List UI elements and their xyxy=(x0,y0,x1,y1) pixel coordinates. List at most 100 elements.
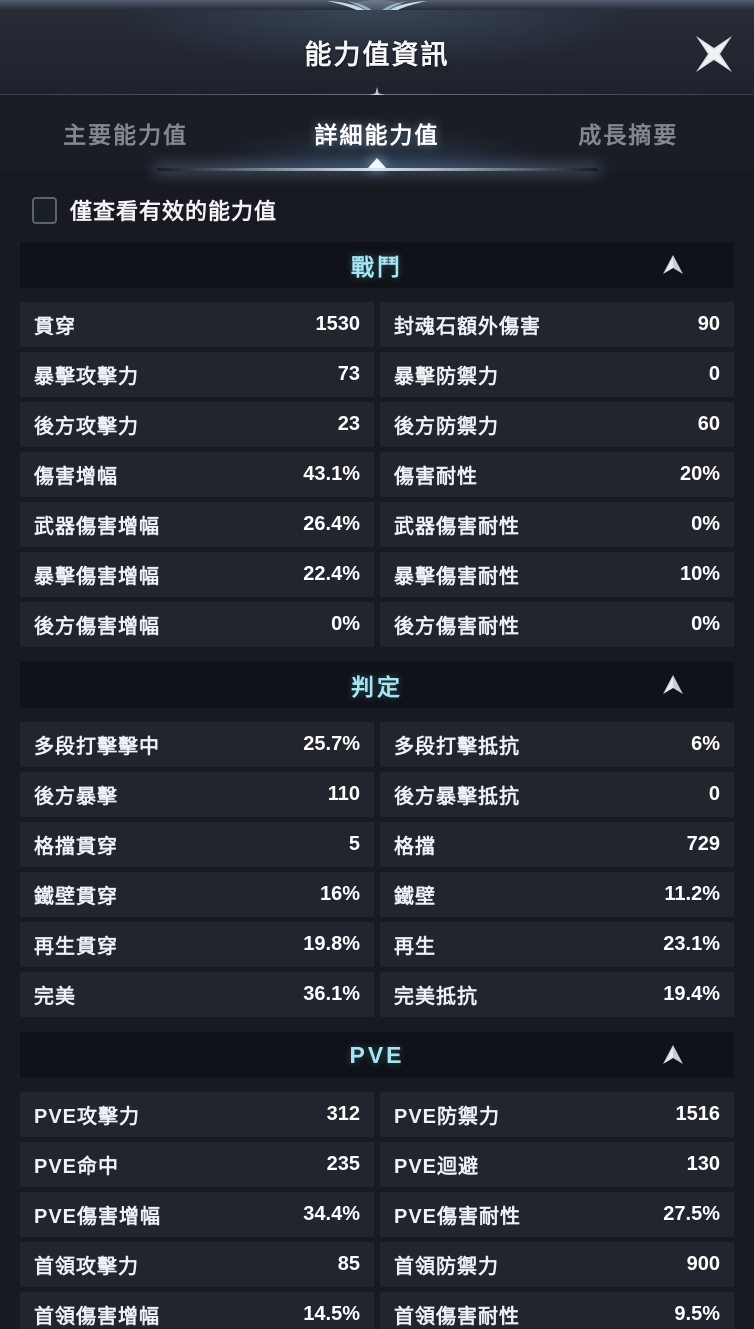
stat-cell: 再生貫穿 19.8% xyxy=(20,922,374,967)
stat-row: PVE傷害增幅 34.4% PVE傷害耐性 27.5% xyxy=(20,1192,734,1237)
stat-value: 43.1% xyxy=(303,463,360,485)
stat-cell: 傷害增幅 43.1% xyxy=(20,452,374,497)
stat-value: 312 xyxy=(326,1103,360,1125)
stat-value: 10% xyxy=(679,563,720,585)
stat-row: 多段打擊擊中 25.7% 多段打擊抵抗 6% xyxy=(20,722,734,767)
tab-main-stats[interactable]: 主要能力值 xyxy=(0,95,251,170)
stat-value: 11.2% xyxy=(664,883,720,905)
stat-label: PVE傷害增幅 xyxy=(34,1206,162,1228)
stat-cell: 後方暴擊抵抗 0 xyxy=(380,772,734,817)
stat-value: 16% xyxy=(319,883,360,905)
stat-label: 後方傷害耐性 xyxy=(394,616,520,638)
stat-label: 暴擊傷害增幅 xyxy=(34,566,160,588)
section-header[interactable]: 戰鬥 xyxy=(20,242,734,288)
stat-value: 1516 xyxy=(675,1103,721,1125)
stat-value: 14.5% xyxy=(303,1303,360,1325)
stat-cell: 完美抵抗 19.4% xyxy=(380,972,734,1017)
stat-value: 1530 xyxy=(315,313,361,335)
stat-cell: 後方防禦力 60 xyxy=(380,402,734,447)
stat-section: 判定多段打擊擊中 25.7% 多段打擊抵抗 6% 後方暴擊 110 後方暴擊抵抗 0 格擋貫穿 5… xyxy=(20,662,734,1022)
stat-row: 傷害增幅 43.1% 傷害耐性 20% xyxy=(20,452,734,497)
stat-label: 格擋 xyxy=(394,836,436,858)
stat-row: 貫穿 1530 封魂石額外傷害 90 xyxy=(20,302,734,347)
stat-row: 後方暴擊 110 後方暴擊抵抗 0 xyxy=(20,772,734,817)
close-button[interactable] xyxy=(694,34,734,74)
stat-cell: 多段打擊抵抗 6% xyxy=(380,722,734,767)
stat-cell: 暴擊攻擊力 73 xyxy=(20,352,374,397)
stat-value: 900 xyxy=(686,1253,720,1275)
stat-value: 9.5% xyxy=(674,1303,720,1325)
stat-label: 格擋貫穿 xyxy=(34,836,118,858)
stat-label: 完美 xyxy=(34,986,76,1008)
stat-cell: 暴擊傷害增幅 22.4% xyxy=(20,552,374,597)
arrow-up-icon xyxy=(663,675,683,694)
stat-label: 傷害耐性 xyxy=(394,466,478,488)
stat-value: 5 xyxy=(348,833,360,855)
stat-value: 27.5% xyxy=(663,1203,720,1225)
stat-label: 鐵壁 xyxy=(394,886,436,908)
stat-cell: 傷害耐性 20% xyxy=(380,452,734,497)
stat-row: 完美 36.1% 完美抵抗 19.4% xyxy=(20,972,734,1017)
stat-cell: 鐵壁 11.2% xyxy=(380,872,734,917)
stat-value: 90 xyxy=(697,313,720,335)
effective-stats-label: 僅查看有效的能力值 xyxy=(70,199,278,224)
stat-label: 首領防禦力 xyxy=(394,1256,499,1278)
stat-label: 再生貫穿 xyxy=(34,936,118,958)
stat-row: 暴擊攻擊力 73 暴擊防禦力 0 xyxy=(20,352,734,397)
close-icon xyxy=(696,36,732,72)
section-title: 判定 xyxy=(351,674,403,700)
stat-row: 鐵壁貫穿 16% 鐵壁 11.2% xyxy=(20,872,734,917)
stat-value: 6% xyxy=(691,733,720,755)
stat-cell: 後方傷害耐性 0% xyxy=(380,602,734,647)
stat-cell: 後方攻擊力 23 xyxy=(20,402,374,447)
stat-value: 130 xyxy=(686,1153,720,1175)
stat-value: 20% xyxy=(679,463,720,485)
stat-value: 0% xyxy=(691,613,720,635)
stat-label: 傷害增幅 xyxy=(34,466,118,488)
stat-cell: 暴擊傷害耐性 10% xyxy=(380,552,734,597)
stat-label: 首領攻擊力 xyxy=(34,1256,139,1278)
section-rows: 多段打擊擊中 25.7% 多段打擊抵抗 6% 後方暴擊 110 後方暴擊抵抗 0 格擋貫穿 5 格擋… xyxy=(20,722,734,1022)
stat-label: 暴擊傷害耐性 xyxy=(394,566,520,588)
stat-label: PVE防禦力 xyxy=(394,1106,501,1128)
stat-value: 235 xyxy=(326,1153,360,1175)
stat-cell: 再生 23.1% xyxy=(380,922,734,967)
stat-row: PVE命中 235 PVE迴避 130 xyxy=(20,1142,734,1187)
arrow-up-icon xyxy=(663,1045,683,1064)
stat-label: 首領傷害耐性 xyxy=(394,1306,520,1328)
stat-cell: 多段打擊擊中 25.7% xyxy=(20,722,374,767)
stat-value: 73 xyxy=(337,363,360,385)
stat-cell: 格擋 729 xyxy=(380,822,734,867)
section-header[interactable]: 判定 xyxy=(20,662,734,708)
section-header[interactable]: PVE xyxy=(20,1032,734,1078)
stat-label: 首領傷害增幅 xyxy=(34,1306,160,1328)
stat-row: 後方攻擊力 23 後方防禦力 60 xyxy=(20,402,734,447)
stat-value: 0% xyxy=(691,513,720,535)
stat-value: 25.7% xyxy=(303,733,360,755)
stat-value: 85 xyxy=(337,1253,360,1275)
stat-value: 22.4% xyxy=(303,563,360,585)
stat-value: 23.1% xyxy=(663,933,720,955)
stat-label: 後方暴擊 xyxy=(34,786,118,808)
stat-row: 武器傷害增幅 26.4% 武器傷害耐性 0% xyxy=(20,502,734,547)
stat-label: 貫穿 xyxy=(34,316,76,338)
stat-value: 110 xyxy=(327,783,360,805)
stat-cell: 完美 36.1% xyxy=(20,972,374,1017)
stat-value: 0% xyxy=(331,613,360,635)
stat-cell: PVE傷害增幅 34.4% xyxy=(20,1192,374,1237)
stat-cell: 武器傷害增幅 26.4% xyxy=(20,502,374,547)
tab-bar: 主要能力值 詳細能力值 成長摘要 xyxy=(0,95,754,171)
stat-label: 完美抵抗 xyxy=(394,986,478,1008)
tab-growth-summary[interactable]: 成長摘要 xyxy=(503,95,754,170)
stat-label: PVE傷害耐性 xyxy=(394,1206,522,1228)
section-title: PVE xyxy=(349,1041,405,1068)
page-title: 能力值資訊 xyxy=(304,40,450,70)
tab-detailed-stats[interactable]: 詳細能力值 xyxy=(251,95,502,170)
stat-label: 後方防禦力 xyxy=(394,416,499,438)
stat-cell: PVE迴避 130 xyxy=(380,1142,734,1187)
arrow-up-icon xyxy=(663,255,683,274)
effective-stats-filter[interactable]: 僅查看有效的能力值 xyxy=(32,194,734,226)
section-title: 戰鬥 xyxy=(351,254,403,280)
stat-cell: PVE攻擊力 312 xyxy=(20,1092,374,1137)
effective-stats-checkbox[interactable] xyxy=(32,196,57,224)
